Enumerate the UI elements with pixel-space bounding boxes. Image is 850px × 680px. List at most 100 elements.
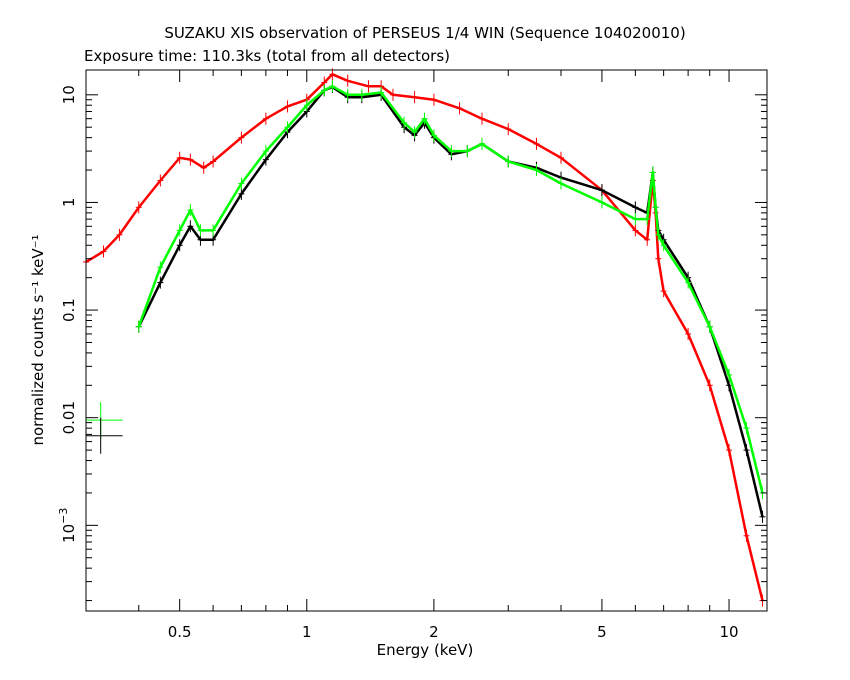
series-2-point [135,320,142,333]
x-tick-label: 2 [429,623,439,641]
series-2-point [344,88,351,101]
series-0-point [505,123,512,136]
series-2-point [479,137,486,150]
series-2-point [157,261,164,274]
series-0-point [706,379,713,392]
series-1-point [726,379,733,392]
series-0-point [100,245,107,258]
series-2-point [660,239,667,252]
series-2-point [401,116,408,129]
x-axis-ticks: 0.5 1 2 5 10 [85,70,739,641]
series-2-point [743,422,750,435]
series-2-point [411,126,418,139]
x-tick-label: 5 [597,623,607,641]
plot-frame [85,69,768,612]
y-tick-label: 0.1 [60,298,78,322]
series-0-point [685,327,692,340]
series-0-point [116,228,123,241]
series-2-point [632,213,639,226]
series-2-point [685,276,692,289]
series-2-point [187,204,194,217]
series-0-point [389,88,396,101]
chart-subtitle: Exposure time: 110.3ks (total from all d… [84,47,450,65]
series-1-point [187,220,194,233]
series-2 [135,80,766,499]
series-0-point [135,201,142,214]
series-2-point [430,129,437,142]
series-0 [83,68,766,607]
series-1-point [157,276,164,289]
series-0-point [430,93,437,106]
series-2-point [655,228,662,241]
series-2-point [726,368,733,381]
series-0-point [743,529,750,542]
series-2-point [448,145,455,158]
key-mark-1 [86,417,123,454]
series-2-point [558,177,565,190]
series-2-point [321,84,328,97]
y-tick-label: 1 [60,198,78,208]
series-0-point [632,224,639,237]
series-2-point [284,121,291,134]
series-2-point [644,213,651,226]
x-tick-label: 10 [719,623,738,641]
series-2-point [176,224,183,237]
series-2-point [421,112,428,125]
series-2-point [358,88,365,101]
y-tick-label: 10−3 [57,508,78,543]
x-tick-label: 1 [302,623,312,641]
key-marks [86,402,123,454]
series-0-point [344,74,351,87]
series-2-point [649,166,656,179]
series-layer [83,68,766,607]
series-0-point [655,252,662,265]
series-0-point [200,161,207,174]
series-0-point [726,444,733,457]
series-2-point [210,224,217,237]
y-tick-label: 10 [60,85,78,104]
series-0-point [365,80,372,93]
series-1-point [176,239,183,252]
x-axis-label: Energy (keV) [377,641,474,659]
series-1-point [759,510,766,523]
series-0-point [479,112,486,125]
series-0-point [660,285,667,298]
series-2-point [378,86,385,99]
series-1-point [238,187,245,200]
series-2-point [329,80,336,93]
y-tick-label: 0.01 [60,401,78,434]
key-mark-0 [86,402,123,439]
series-2-point [238,177,245,190]
series-0-point [210,155,217,168]
series-0-point [456,102,463,115]
series-2-point [598,196,605,209]
series-0-point [262,112,269,125]
series-0-point [533,137,540,150]
y-axis-label: normalized counts s⁻¹ keV⁻¹ [29,234,47,445]
series-1-point [743,444,750,457]
y-axis-ticks: 10 1 0.1 0.01 10−3 [57,85,767,602]
x-tick-label: 0.5 [168,623,192,641]
series-0-point [187,153,194,166]
series-2-point [262,145,269,158]
series-0-point [176,151,183,164]
series-1-point [632,201,639,214]
series-0-line [85,73,764,601]
series-2-point [197,224,204,237]
series-0-point [644,233,651,246]
series-0-point [284,100,291,113]
series-2-point [303,99,310,112]
series-0-point [411,91,418,104]
chart-title: SUZAKU XIS observation of PERSEUS 1/4 WI… [164,24,685,42]
series-2-point [505,155,512,168]
series-0-point [238,131,245,144]
series-2-line [137,85,764,494]
series-2-point [652,201,659,214]
series-2-point [706,320,713,333]
series-2-point [464,145,471,158]
series-0-point [157,174,164,187]
series-1-point [598,184,605,197]
series-0-point [558,151,565,164]
series-2-point [533,164,540,177]
